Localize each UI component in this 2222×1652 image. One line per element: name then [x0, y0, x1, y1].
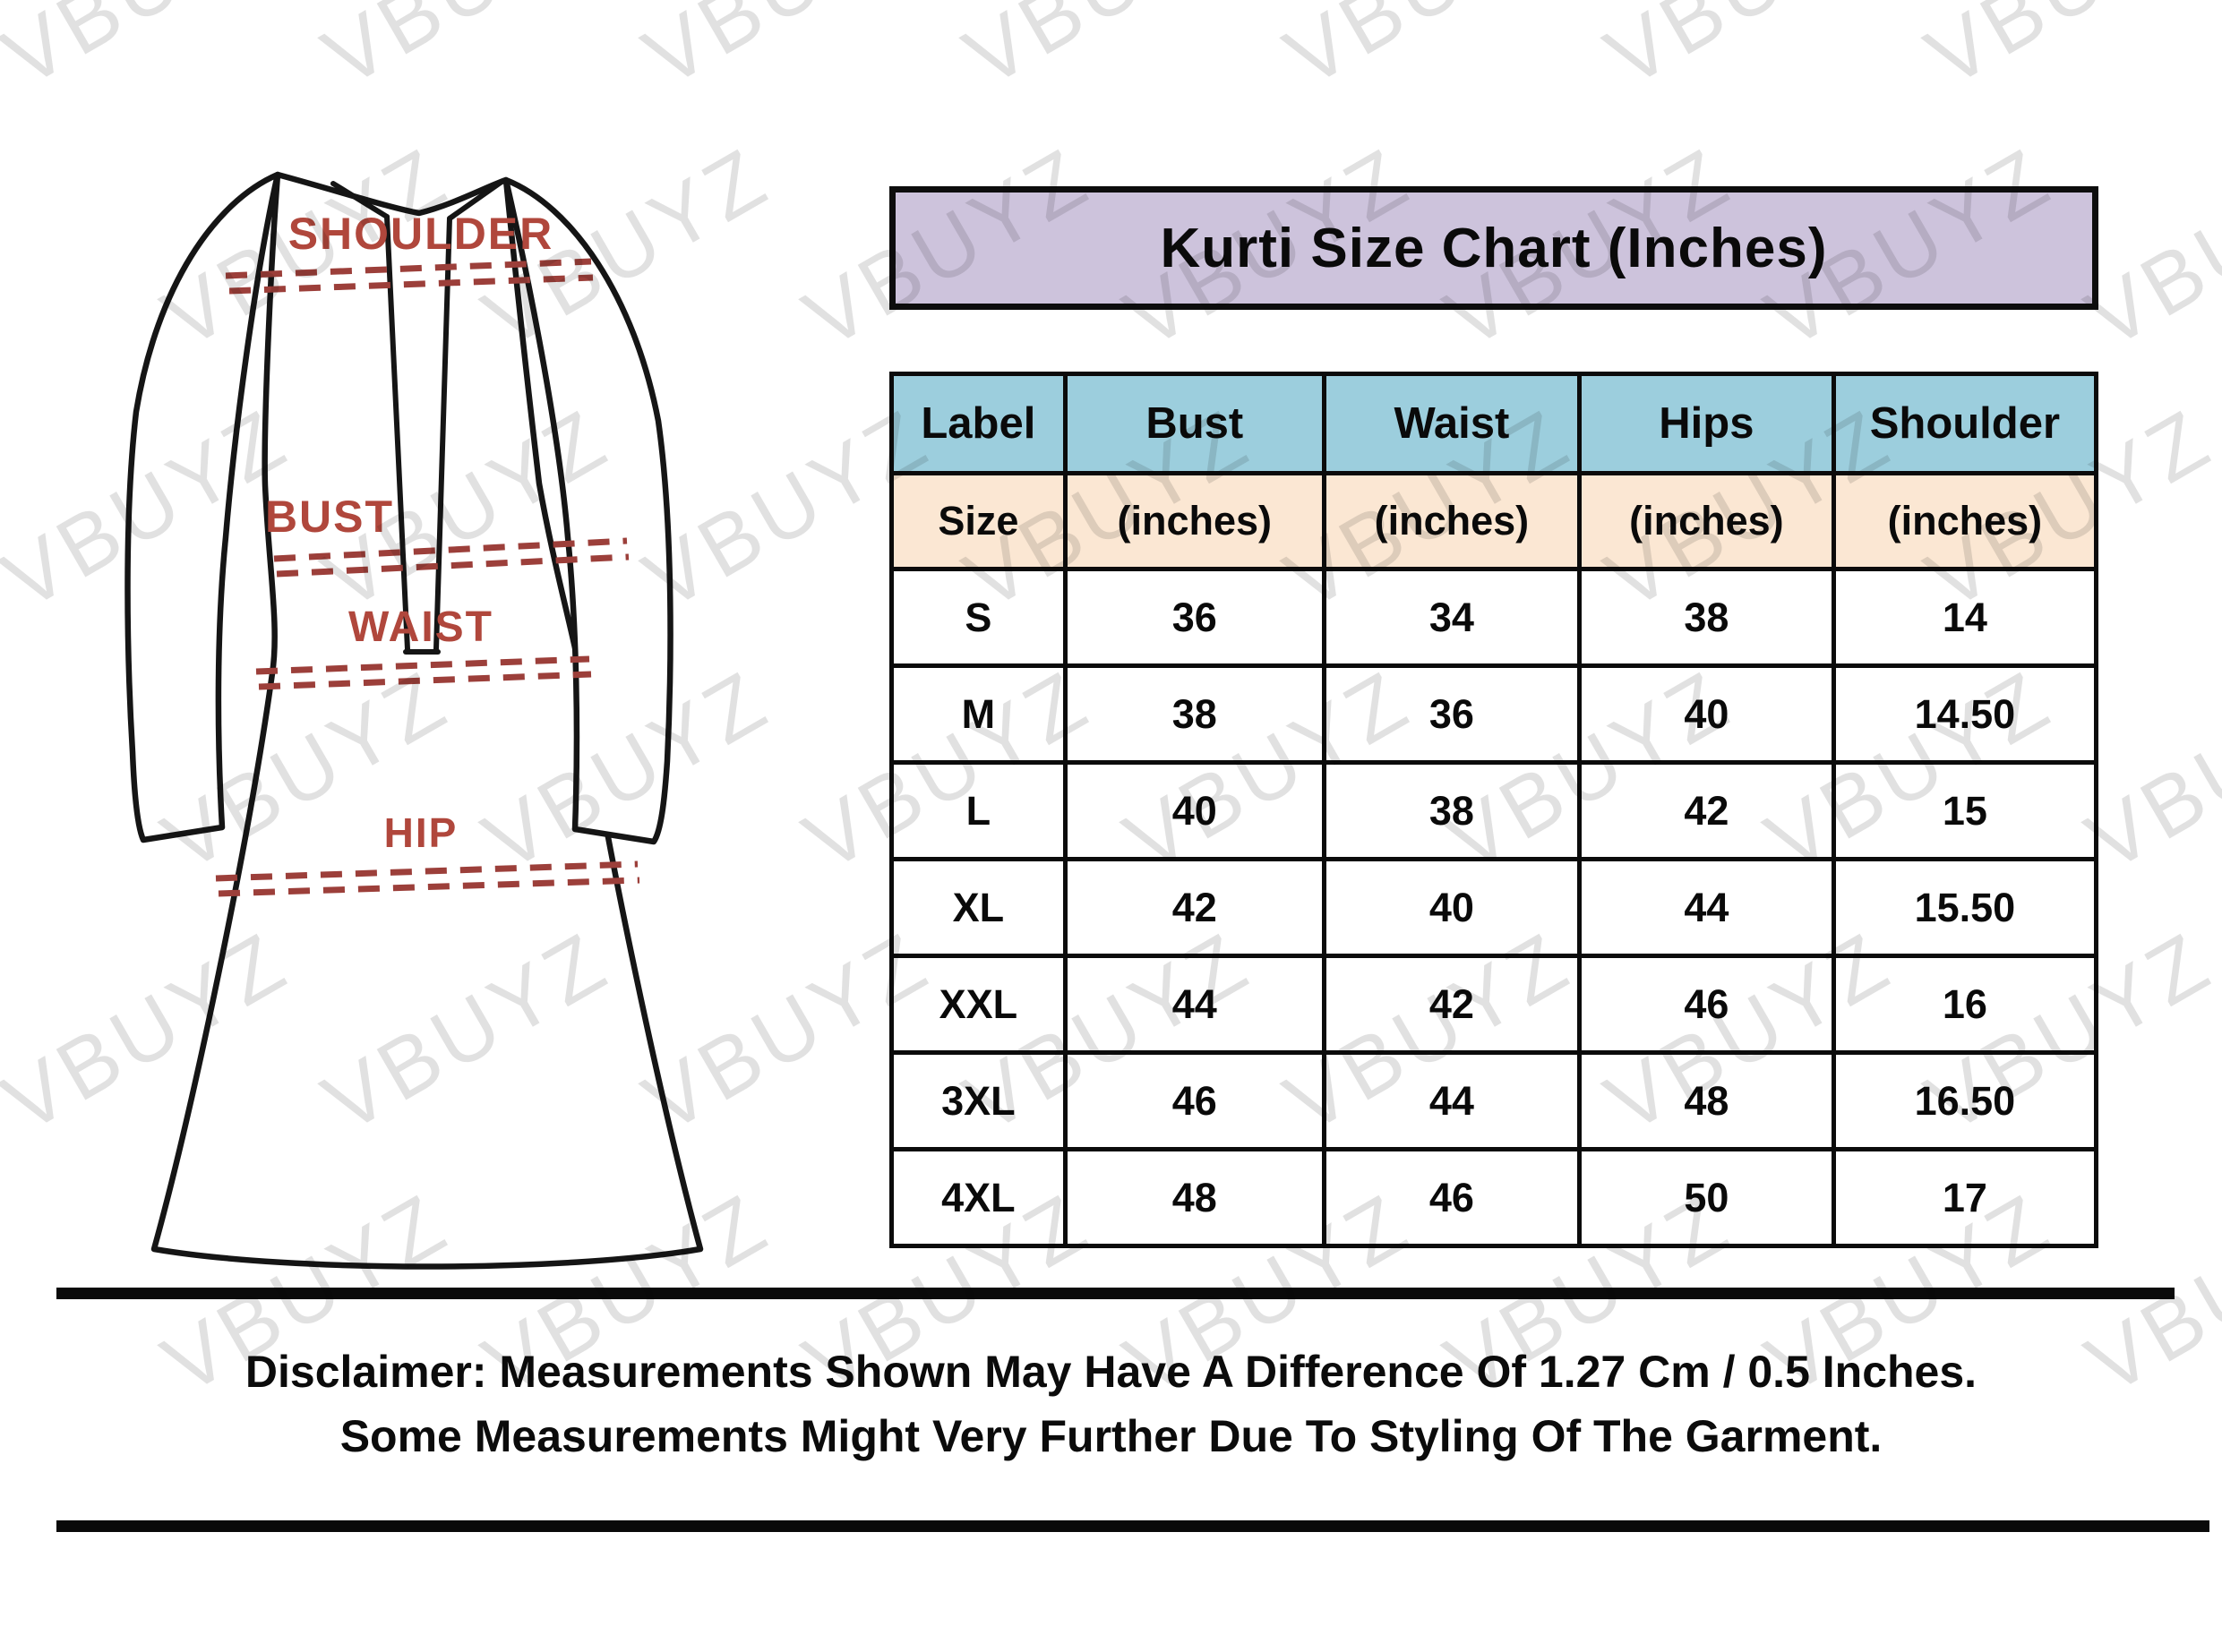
table-row-xxl: XXL 44 42 46 16	[889, 954, 2099, 1055]
shoulder-label: SHOULDER	[288, 209, 554, 259]
shoulder-cell: 15	[1831, 760, 2099, 861]
size-cell: L	[889, 760, 1068, 861]
subheader-cell-size: Size	[889, 471, 1068, 571]
watermark-text: VBUYZ	[308, 0, 626, 107]
disclaimer-line-1: Disclaimer: Measurements Shown May Have …	[245, 1347, 1977, 1397]
watermark-text: VBUYZ	[1911, 0, 2222, 107]
kurti-right-sleeve	[502, 176, 673, 845]
shoulder-dash-line	[225, 258, 592, 279]
subheader-cell-hips-units: (inches)	[1576, 471, 1836, 571]
shoulder-cell: 16.50	[1831, 1050, 2099, 1151]
bust-cell: 40	[1062, 760, 1326, 861]
hip-dash-line	[218, 877, 640, 897]
size-cell: XL	[889, 857, 1068, 958]
shoulder-cell: 14	[1831, 567, 2099, 668]
bust-dash-line	[273, 537, 628, 562]
hip-dash-line	[215, 860, 639, 882]
table-row-l: L 40 38 42 15	[889, 760, 2099, 861]
disclaimer-text: Disclaimer: Measurements Shown May Have …	[0, 1340, 2222, 1468]
subheader-cell-waist-units: (inches)	[1321, 471, 1582, 571]
header-row: Label Bust Waist Hips Shoulder	[889, 372, 2099, 475]
waist-dash-line	[255, 655, 590, 675]
waist-cell: 36	[1321, 663, 1582, 765]
divider-rule-top	[56, 1288, 2175, 1299]
subheader-cell-shoulder-units: (inches)	[1831, 471, 2099, 571]
bust-dash-line	[276, 553, 630, 578]
watermark-text: VBUYZ	[1591, 0, 1909, 107]
table-row-xl: XL 42 40 44 15.50	[889, 857, 2099, 958]
hips-cell: 50	[1576, 1147, 1836, 1248]
disclaimer-line-2: Some Measurements Might Very Further Due…	[339, 1411, 1883, 1461]
shoulder-cell: 14.50	[1831, 663, 2099, 765]
header-cell-waist: Waist	[1321, 372, 1582, 475]
hips-cell: 40	[1576, 663, 1836, 765]
header-cell-hips: Hips	[1576, 372, 1836, 475]
divider-rule-bottom	[56, 1520, 2209, 1532]
bust-cell: 48	[1062, 1147, 1326, 1248]
watermark-text: VBUYZ	[1270, 0, 1588, 107]
waist-cell: 44	[1321, 1050, 1582, 1151]
header-cell-shoulder: Shoulder	[1831, 372, 2099, 475]
shoulder-dash-line	[228, 274, 594, 295]
bust-label: BUST	[265, 492, 394, 542]
bust-cell: 36	[1062, 567, 1326, 668]
title-banner: Kurti Size Chart (Inches)	[889, 186, 2098, 310]
hips-cell: 48	[1576, 1050, 1836, 1151]
bust-cell: 42	[1062, 857, 1326, 958]
hips-cell: 42	[1576, 760, 1836, 861]
table-row-4xl: 4XL 48 46 50 17	[889, 1147, 2099, 1248]
subheader-cell-bust-units: (inches)	[1062, 471, 1326, 571]
size-cell: S	[889, 567, 1068, 668]
kurti-body-outline	[150, 171, 704, 1270]
waist-label: WAIST	[348, 603, 493, 651]
kurti-placket	[330, 179, 504, 655]
bust-cell: 44	[1062, 954, 1326, 1055]
waist-cell: 38	[1321, 760, 1582, 861]
watermark-text: VBUYZ	[629, 0, 947, 107]
table-row-s: S 36 34 38 14	[889, 567, 2099, 668]
waist-cell: 40	[1321, 857, 1582, 958]
shoulder-cell: 17	[1831, 1147, 2099, 1248]
table-row-m: M 38 36 40 14.50	[889, 663, 2099, 765]
watermark-text: VBUYZ	[949, 0, 1267, 107]
header-cell-bust: Bust	[1062, 372, 1326, 475]
measurement-dashes	[215, 258, 640, 897]
kurti-left-sleeve	[124, 171, 281, 843]
subheader-row: Size (inches) (inches) (inches) (inches)	[889, 471, 2099, 571]
shoulder-cell: 15.50	[1831, 857, 2099, 958]
waist-cell: 46	[1321, 1147, 1582, 1248]
size-chart-table: Label Bust Waist Hips Shoulder Size (inc…	[889, 372, 2099, 1248]
size-cell: M	[889, 663, 1068, 765]
hip-label: HIP	[384, 809, 459, 856]
waist-cell: 34	[1321, 567, 1582, 668]
size-cell: XXL	[889, 954, 1068, 1055]
size-cell: 3XL	[889, 1050, 1068, 1151]
page-title: Kurti Size Chart (Inches)	[1160, 217, 1828, 279]
header-cell-label: Label	[889, 372, 1068, 475]
waist-dash-line	[258, 671, 592, 690]
hips-cell: 46	[1576, 954, 1836, 1055]
bust-cell: 46	[1062, 1050, 1326, 1151]
size-cell: 4XL	[889, 1147, 1068, 1248]
hips-cell: 44	[1576, 857, 1836, 958]
watermark-text: VBUYZ	[0, 0, 305, 107]
shoulder-cell: 16	[1831, 954, 2099, 1055]
waist-cell: 42	[1321, 954, 1582, 1055]
table-row-3xl: 3XL 46 44 48 16.50	[889, 1050, 2099, 1151]
bust-cell: 38	[1062, 663, 1326, 765]
kurti-sketch: SHOULDER BUST WAIST HIP	[124, 171, 704, 1270]
hips-cell: 38	[1576, 567, 1836, 668]
